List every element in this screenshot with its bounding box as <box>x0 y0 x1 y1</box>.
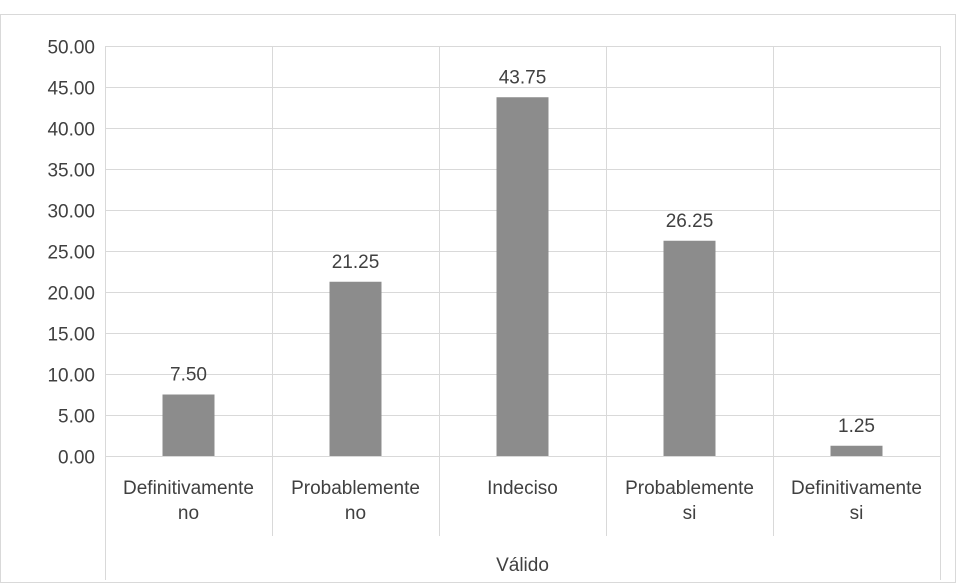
x-tick-label: si <box>683 503 697 524</box>
gridlines <box>105 46 941 580</box>
x-tick-label: Definitivamente <box>791 478 922 499</box>
x-tick-label: no <box>345 503 366 524</box>
bar <box>329 281 382 456</box>
y-axis-ticks: 0.00 5.00 10.00 15.00 20.00 25.00 30.00 35.00 40… <box>47 38 95 469</box>
data-labels: 7.50 21.25 43.75 26.25 1.25 <box>170 67 875 437</box>
y-tick-label: 5.00 <box>58 407 95 428</box>
bars <box>162 97 883 456</box>
data-label: 1.25 <box>838 416 875 437</box>
data-label: 26.25 <box>666 211 714 232</box>
bar <box>830 445 883 456</box>
x-axis-group-label: Válido <box>496 555 549 576</box>
y-tick-label: 35.00 <box>47 161 95 182</box>
y-tick-label: 0.00 <box>58 448 95 469</box>
x-tick-label: no <box>178 503 199 524</box>
x-axis-ticks: Definitivamente no Probablemente no Indeciso… <box>123 478 922 524</box>
x-tick-label: Indeciso <box>487 478 558 499</box>
y-tick-label: 15.00 <box>47 325 95 346</box>
y-tick-label: 45.00 <box>47 79 95 100</box>
bar <box>663 240 716 456</box>
y-tick-label: 25.00 <box>47 243 95 264</box>
y-tick-label: 20.00 <box>47 284 95 305</box>
data-label: 21.25 <box>332 252 380 273</box>
bar <box>496 97 549 456</box>
data-label: 43.75 <box>499 67 547 88</box>
y-tick-label: 40.00 <box>47 120 95 141</box>
x-tick-label: Probablemente <box>625 478 754 499</box>
x-tick-label: Definitivamente <box>123 478 254 499</box>
x-tick-label: Probablemente <box>291 478 420 499</box>
x-tick-label: si <box>850 503 864 524</box>
y-tick-label: 50.00 <box>47 38 95 59</box>
bar <box>162 394 215 456</box>
data-label: 7.50 <box>170 365 207 386</box>
y-tick-label: 10.00 <box>47 366 95 387</box>
y-tick-label: 30.00 <box>47 202 95 223</box>
